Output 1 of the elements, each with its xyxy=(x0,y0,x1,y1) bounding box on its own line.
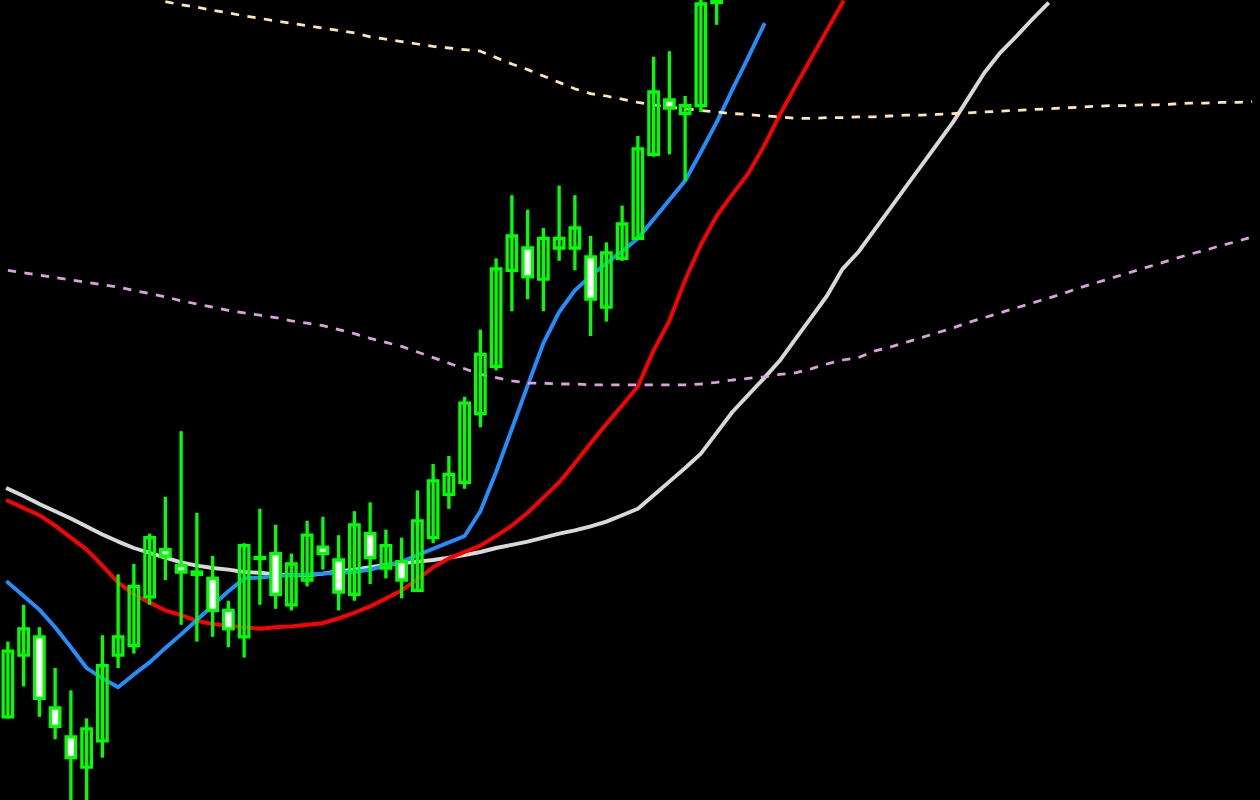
candlestick xyxy=(48,666,62,741)
